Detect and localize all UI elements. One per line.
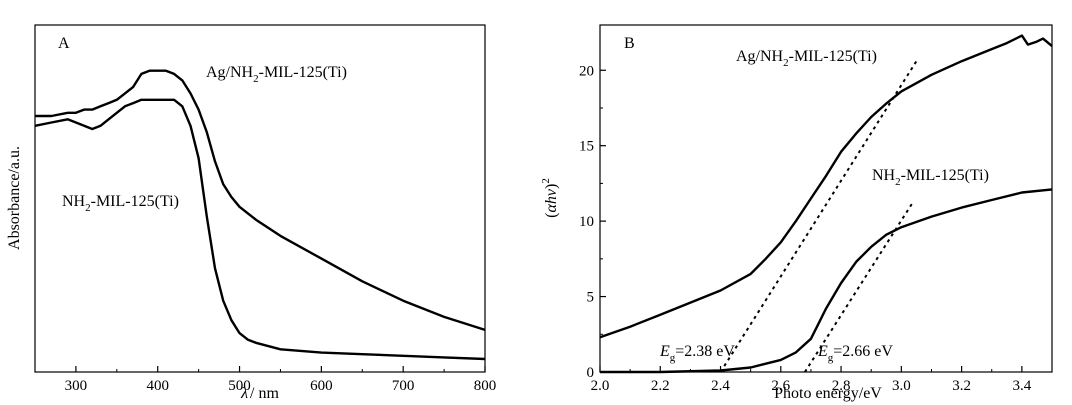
x-tick-label: 700 [392, 378, 415, 394]
y-tick-label: 10 [579, 214, 594, 230]
tangent-line-ag-nh2-mil-125 [719, 60, 918, 373]
panel-a-frame [34, 24, 486, 373]
x-tick-label: 3.2 [952, 378, 971, 394]
x-tick-label: 2.8 [832, 378, 851, 394]
x-tick-label: 2.6 [771, 378, 790, 394]
x-tick-label: 300 [65, 378, 88, 394]
panel-b-y-axis-label: (αhν)2 [540, 178, 560, 218]
svg-text:(αhν)2: (αhν)2 [540, 178, 560, 218]
y-tick-label: 20 [579, 63, 594, 79]
y-tick-label: 0 [587, 365, 595, 381]
x-tick-label: 3.4 [1012, 378, 1031, 394]
x-tick-label: 3.0 [892, 378, 911, 394]
x-tick-label: 2.0 [591, 378, 610, 394]
bandgap-annotation-nh2-mil-125: Eg=2.66 eV [817, 343, 893, 364]
y-tick-label: 15 [579, 139, 594, 155]
series-label-nh2-mil-125-b: NH2-MIL-125(Ti) [872, 167, 989, 188]
x-tick-label: 2.2 [651, 378, 670, 394]
panel-b: 2.0 2.2 2.4 2.6 2.8 3.0 3.2 3.4 0 5 10 15 20 B Phot… [540, 24, 1053, 402]
x-tick-label: 400 [146, 378, 169, 394]
panel-a-label: A [58, 35, 70, 52]
panel-b-x-ticks: 2.0 2.2 2.4 2.6 2.8 3.0 3.2 3.4 [591, 366, 1032, 394]
series-line-ag-nh2-mil-125 [35, 69, 486, 332]
panel-b-label: B [624, 35, 635, 52]
bandgap-annotation-ag-nh2-mil-125: Eg=2.38 eV [659, 343, 735, 364]
svg-text:λ/ nm: λ / nm [240, 385, 279, 402]
series-label-ag-nh2-mil-125-a: Ag/NH2-MIL-125(Ti) [206, 64, 347, 85]
panel-a-y-axis-label: Absorbance/a.u. [6, 146, 23, 250]
series-line-nh2-mil-125 [34, 98, 486, 361]
series-line-ag-nh2-mil-125-b [599, 34, 1053, 339]
x-tick-label: 800 [474, 378, 497, 394]
x-tick-label: 2.4 [711, 378, 730, 394]
x-tick-label: 600 [310, 378, 333, 394]
panel-a: 300 400 500 600 700 800 A λ / nm Absorbance/a.… [6, 24, 497, 402]
x-tick-label: 500 [228, 378, 251, 394]
panel-b-x-axis-label: Photo energy/eV [774, 385, 882, 402]
y-tick-label: 5 [587, 290, 595, 306]
panel-b-y-ticks: 0 5 10 15 20 [579, 63, 606, 381]
series-label-ag-nh2-mil-125-b: Ag/NH2-MIL-125(Ti) [736, 48, 877, 69]
panel-a-x-ticks: 300 400 500 600 700 800 [65, 366, 497, 394]
series-label-nh2-mil-125-a: NH2-MIL-125(Ti) [62, 193, 179, 214]
panel-a-x-axis-label: λ / nm [240, 385, 279, 402]
series-line-nh2-mil-125-b [600, 188, 1053, 374]
panel-b-frame [599, 24, 1053, 373]
